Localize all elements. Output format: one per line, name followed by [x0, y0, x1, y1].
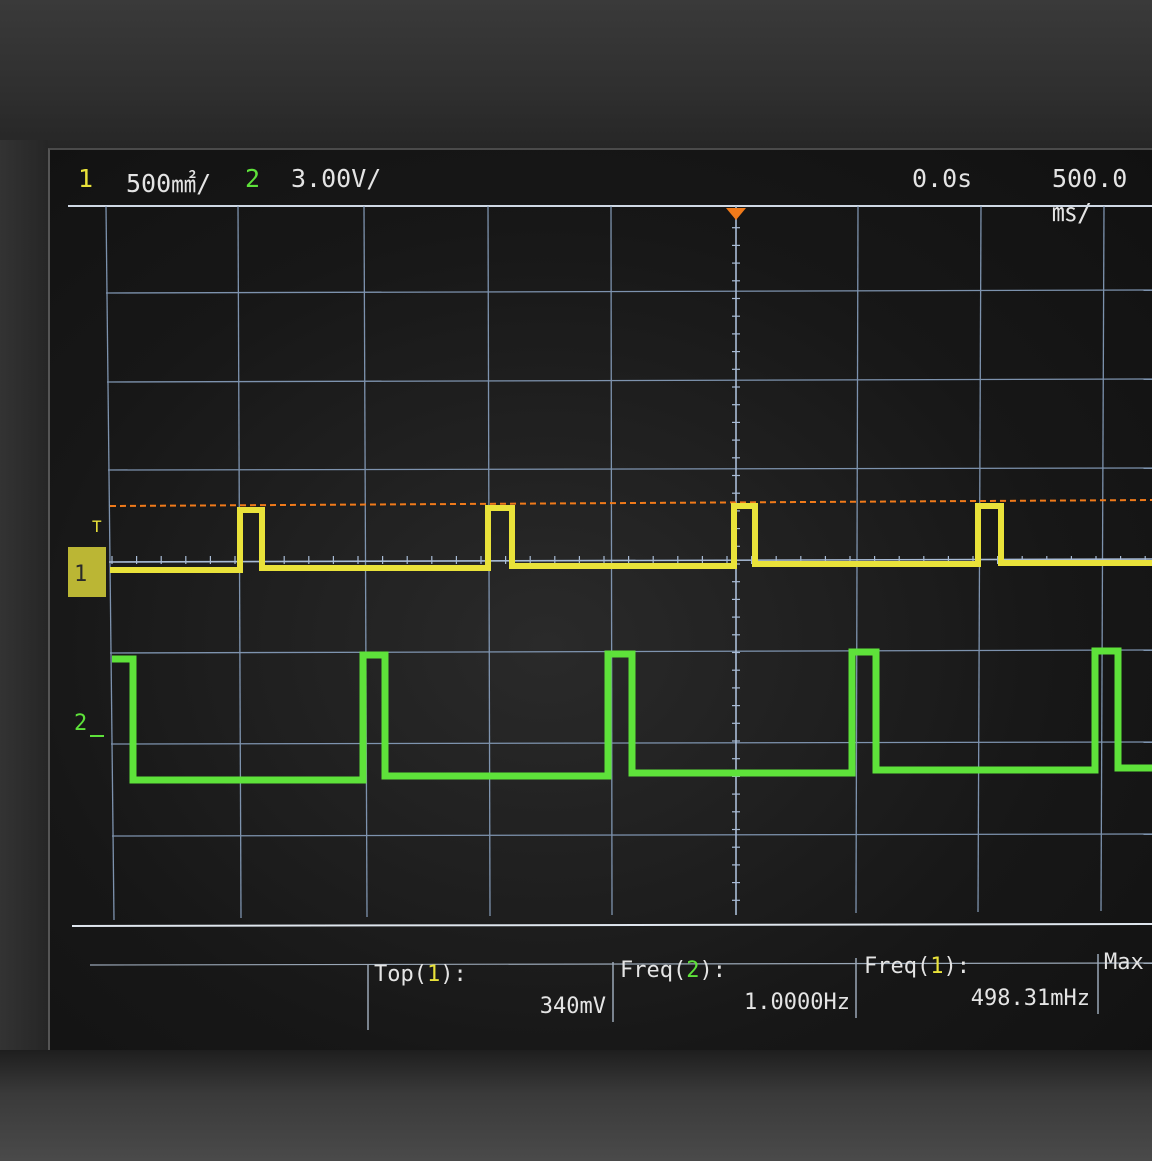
channel1-number[interactable]: 1 [78, 164, 94, 193]
waveform-display: 1 T 2 [68, 205, 1152, 1030]
channel1-ground-label: 1 [74, 562, 87, 587]
trigger-position-marker [726, 208, 746, 220]
channel2-scale[interactable]: 3.00V/ [291, 164, 382, 193]
measurement-1-label[interactable]: Top(1): [374, 962, 467, 987]
measurement-1-value: 340mV [539, 994, 606, 1019]
measurement-2-value: 1.0000Hz [744, 990, 850, 1015]
grid-left-edge [105, 205, 115, 921]
time-delay[interactable]: 0.0s [912, 164, 973, 193]
measurement-4-label[interactable]: Max [1104, 950, 1144, 975]
grid-hline-2 [106, 378, 1152, 383]
center-axes [108, 206, 1152, 915]
grid-bottom-divider [71, 923, 1152, 927]
center-horizontal-axis [108, 558, 1152, 563]
channel2-ground-label: 2 [74, 711, 87, 736]
channel1-ground-marker: 1 [68, 547, 106, 597]
measurement-top-line [89, 962, 1152, 966]
oscilloscope-bezel-left [0, 140, 48, 1060]
measurement-dividers [367, 954, 1099, 1030]
grid-hline-1 [105, 289, 1152, 294]
trigger-marker-label: T [92, 517, 102, 536]
axis-ticks [111, 209, 1146, 901]
grid-hline-3 [107, 467, 1152, 471]
time-scale[interactable]: 500.0㎳/ [1052, 164, 1128, 227]
measurement-2-label[interactable]: Freq(2): [620, 958, 726, 983]
channel2-waveform [112, 647, 1152, 784]
measurement-3-value: 498.31mHz [970, 986, 1090, 1011]
oscilloscope-bezel-bottom [0, 1050, 1152, 1161]
grid-hline-7 [111, 833, 1152, 837]
oscilloscope-bezel-top [0, 0, 1152, 150]
trigger-level-line [109, 499, 1152, 507]
measurement-3-label[interactable]: Freq(1): [864, 954, 970, 979]
channel2-number[interactable]: 2 [245, 164, 261, 193]
oscilloscope-screen: 1 500㎟/ 2 3.00V/ 0.0s 500.0㎳/ [48, 148, 1152, 1052]
status-bar: 1 500㎟/ 2 3.00V/ 0.0s 500.0㎳/ [50, 150, 1152, 227]
channel1-scale[interactable]: 500㎟/ [126, 169, 212, 198]
channel1-waveform [110, 503, 1152, 573]
channel2-ground-marker: 2 [74, 711, 104, 737]
